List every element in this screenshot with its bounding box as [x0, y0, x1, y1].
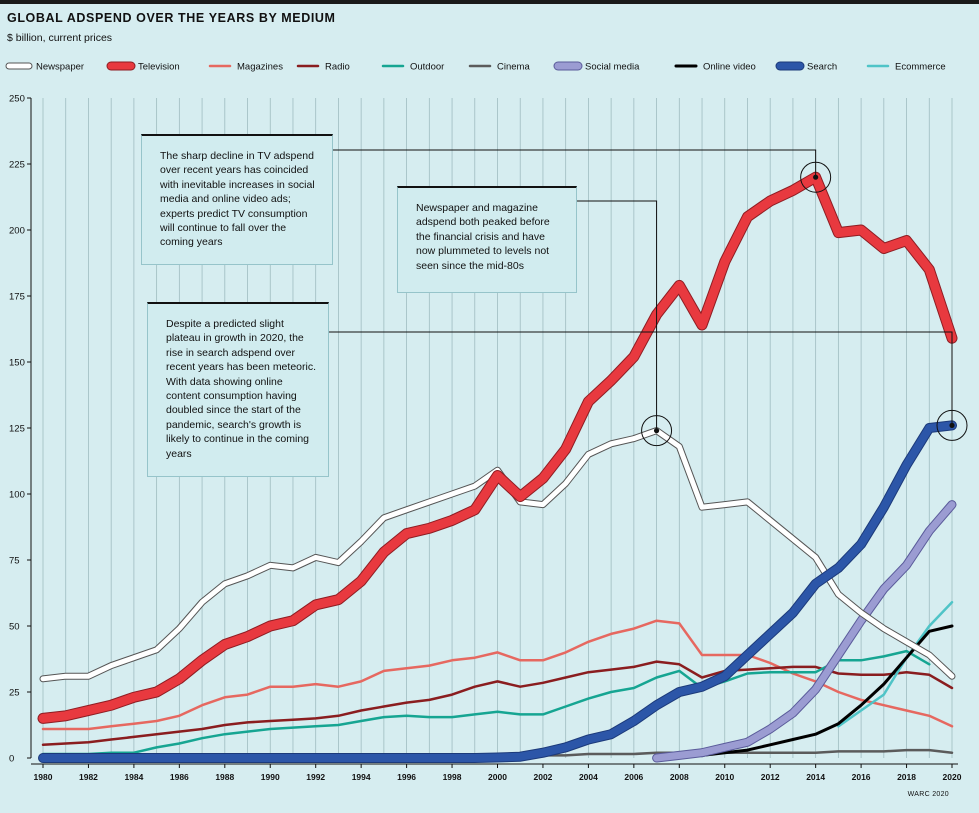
legend-label: Magazines: [237, 62, 283, 73]
legend-label: Newspaper: [36, 62, 84, 73]
x-tick-label: 2002: [533, 772, 552, 782]
legend: Newspaper Television Magazines Radio Outdoor…: [5, 61, 946, 73]
callout-connector: [577, 200, 658, 431]
annotation-newspaper: Newspaper and magazine adspend both peak…: [397, 186, 577, 293]
x-tick-label: 2018: [897, 772, 916, 782]
x-tick-label: 2016: [852, 772, 871, 782]
x-tick-label: 1990: [261, 772, 280, 782]
callout-ring: [800, 161, 832, 193]
legend-item-newspaper: Newspaper: [5, 62, 84, 73]
legend-item-cinema: Cinema: [468, 62, 530, 73]
x-tick-label: 2008: [670, 772, 689, 782]
legend-item-magazines: Magazines: [208, 62, 283, 73]
y-tick-label: 150: [9, 358, 25, 369]
callout-ring: [936, 409, 968, 441]
series-line: [41, 619, 954, 731]
y-tick-label: 175: [9, 292, 25, 303]
y-tick-label: 50: [9, 622, 20, 633]
series-radio: [41, 660, 954, 747]
legend-label: Social media: [585, 62, 640, 73]
callout-connector: [333, 149, 817, 178]
callout-dot: [949, 422, 955, 428]
y-tick-label: 225: [9, 160, 25, 171]
series-line-outline: [652, 500, 957, 763]
x-tick-label: 1992: [306, 772, 325, 782]
annotation-search: Despite a predicted slight plateau in gr…: [147, 302, 329, 477]
x-tick-label: 2000: [488, 772, 507, 782]
x-tick-label: 2012: [761, 772, 780, 782]
callout-dot: [813, 174, 819, 180]
legend-label: Radio: [325, 62, 350, 73]
x-tick-label: 1986: [170, 772, 189, 782]
x-tick-label: 1984: [124, 772, 143, 782]
series-outdoor: [41, 649, 931, 756]
top-rule: [0, 0, 979, 4]
x-tick-label: 1994: [352, 772, 371, 782]
legend-item-search: Search: [775, 61, 837, 73]
legend-item-outdoor: Outdoor: [381, 62, 444, 73]
legend-label: Television: [138, 62, 180, 73]
chart-subtitle: $ billion, current prices: [7, 32, 113, 44]
series-magazines: [41, 619, 954, 731]
source-credit: WARC 2020: [907, 791, 949, 798]
x-tick-label: 2020: [943, 772, 962, 782]
legend-label: Online video: [703, 62, 756, 73]
x-tick-label: 2014: [806, 772, 825, 782]
x-tick-label: 1998: [443, 772, 462, 782]
legend-label: Outdoor: [410, 62, 444, 73]
x-tick-label: 2006: [624, 772, 643, 782]
series-line: [38, 172, 957, 723]
legend-item-online-video: Online video: [674, 62, 756, 73]
callout-dot: [653, 428, 660, 434]
y-tick-label: 75: [9, 556, 20, 567]
legend-label: Ecommerce: [895, 62, 946, 73]
callout-ring: [641, 415, 673, 447]
x-tick-label: 2004: [579, 772, 598, 782]
y-tick-label: 200: [9, 226, 25, 237]
x-tick-label: 1988: [215, 772, 234, 782]
series-line: [41, 649, 931, 756]
y-tick-label: 125: [9, 424, 25, 435]
y-tick-label: 100: [9, 490, 25, 501]
series-line: [41, 660, 954, 747]
annotation-tv: The sharp decline in TV adspend over rec…: [141, 134, 333, 265]
y-tick-label: 250: [9, 94, 25, 105]
y-tick-label: 0: [9, 754, 14, 765]
series-television: [37, 171, 958, 724]
callout-connector: [329, 331, 953, 426]
y-tick-label: 25: [9, 688, 20, 699]
series-line: [837, 600, 954, 728]
legend-item-ecommerce: Ecommerce: [866, 62, 946, 73]
x-tick-label: 1980: [34, 772, 53, 782]
series-search: [38, 420, 957, 763]
legend-label: Cinema: [497, 62, 530, 73]
chart-title: GLOBAL ADSPEND OVER THE YEARS BY MEDIUM: [7, 11, 336, 25]
legend-item-radio: Radio: [296, 62, 350, 73]
x-tick-label: 1982: [79, 772, 98, 782]
series-ecommerce: [837, 600, 954, 728]
legend-item-television: Television: [106, 61, 180, 73]
annotation-callout: [333, 149, 832, 193]
legend-label: Search: [807, 62, 837, 73]
annotation-callout: [577, 200, 673, 447]
series-line: [39, 421, 956, 762]
annotation-callout: [329, 331, 968, 441]
x-tick-label: 1996: [397, 772, 416, 782]
x-tick-label: 2010: [715, 772, 734, 782]
series-line: [653, 501, 956, 762]
legend-item-social-media: Social media: [553, 61, 640, 73]
series-social-media: [652, 500, 957, 763]
